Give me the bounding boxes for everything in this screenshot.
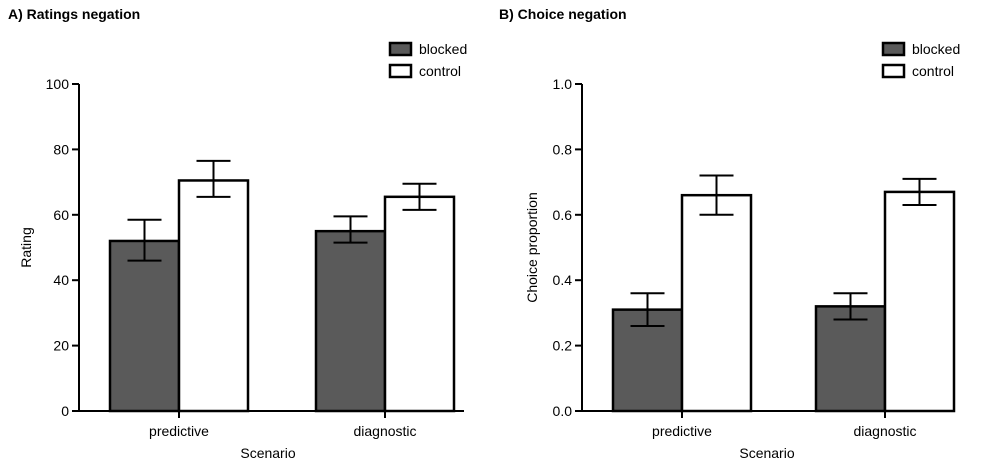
x-tick-label: diagnostic <box>353 423 416 439</box>
x-axis-title: Scenario <box>739 445 794 461</box>
legend-label-control: control <box>912 63 954 79</box>
x-tick-label: diagnostic <box>853 423 916 439</box>
legend-swatch-control <box>388 63 413 79</box>
y-tick-label: 80 <box>53 141 69 157</box>
y-tick-label: 0.2 <box>553 338 573 354</box>
y-tick-label: 40 <box>53 272 69 288</box>
y-tick-label: 60 <box>53 207 69 223</box>
y-tick-label: 0 <box>61 403 69 419</box>
panel-title: A) Ratings negation <box>8 6 140 22</box>
chart-panel-1: B) Choice negation 0.0 0.2 0.4 0.6 0.8 1.0 pred… <box>499 6 960 461</box>
bar-blocked <box>814 305 887 413</box>
y-axis-title: Rating <box>18 227 34 267</box>
legend-label-control: control <box>419 63 461 79</box>
bar-control <box>883 190 956 413</box>
y-axis-title: Choice proportion <box>524 192 540 303</box>
chart-panel-0: A) Ratings negation 0 20 40 60 80 100 predictiv… <box>8 6 467 461</box>
y-tick-label: 20 <box>53 338 69 354</box>
legend-swatch-blocked <box>388 41 413 57</box>
legend: blocked control <box>881 41 960 79</box>
y-tick-label: 0.0 <box>553 403 573 419</box>
bar-control <box>177 179 250 413</box>
y-tick-label: 1.0 <box>553 76 573 92</box>
x-tick-label: predictive <box>149 423 209 439</box>
legend-swatch-control <box>881 63 906 79</box>
panel-title: B) Choice negation <box>499 6 627 22</box>
x-tick-label: predictive <box>652 423 712 439</box>
legend-label-blocked: blocked <box>912 41 960 57</box>
bar-control <box>680 193 753 413</box>
y-tick-label: 0.4 <box>553 272 573 288</box>
legend: blocked control <box>388 41 467 79</box>
y-tick-label: 100 <box>46 76 70 92</box>
bar-blocked <box>108 239 181 413</box>
x-axis-title: Scenario <box>240 445 295 461</box>
bar-blocked <box>314 229 387 413</box>
legend-label-blocked: blocked <box>419 41 467 57</box>
bar-control <box>383 195 456 413</box>
y-tick-label: 0.6 <box>553 207 573 223</box>
y-tick-label: 0.8 <box>553 141 573 157</box>
legend-swatch-blocked <box>881 41 906 57</box>
